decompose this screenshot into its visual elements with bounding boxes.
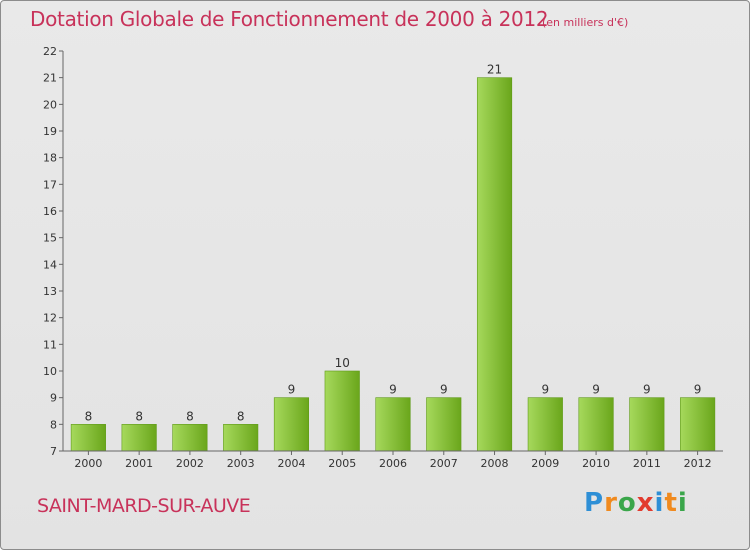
- bar-value-label: 9: [288, 383, 296, 397]
- x-tick-label: 2007: [430, 457, 458, 470]
- y-tick-label: 21: [43, 72, 57, 85]
- x-tick-label: 2000: [74, 457, 102, 470]
- logo-letter: P: [584, 488, 605, 518]
- y-tick-label: 15: [43, 232, 57, 245]
- x-tick-label: 2012: [684, 457, 712, 470]
- bar-value-label: 10: [335, 356, 350, 370]
- x-tick-label: 2002: [176, 457, 204, 470]
- x-tick-label: 2009: [531, 457, 559, 470]
- x-tick-label: 2004: [277, 457, 305, 470]
- x-axis: 2000 2001 2002 2003 2004 2005 2006 2007 2008 2009…: [63, 450, 723, 470]
- bar: [375, 397, 411, 452]
- bar: [527, 397, 563, 452]
- bar-value-label: 9: [440, 383, 448, 397]
- bar-value-label: 21: [487, 63, 502, 77]
- x-tick-label: 2005: [328, 457, 356, 470]
- logo-letter: i: [677, 488, 688, 518]
- y-tick-label: 14: [43, 258, 57, 271]
- bar: [121, 424, 157, 452]
- bar: [223, 424, 259, 452]
- y-tick-label: 22: [43, 45, 57, 58]
- bar: [172, 424, 208, 452]
- x-tick-label: 2003: [227, 457, 255, 470]
- commune-name: SAINT-MARD-SUR-AUVE: [37, 495, 251, 517]
- bar-value-label: 9: [592, 383, 600, 397]
- x-tick-label: 2008: [481, 457, 509, 470]
- y-tick-label: 18: [43, 152, 57, 165]
- bar-value-label: 8: [85, 409, 93, 423]
- logo-letter: t: [664, 488, 678, 518]
- x-tick-label: 2010: [582, 457, 610, 470]
- bar-value-label: 9: [389, 383, 397, 397]
- x-tick-label: 2011: [633, 457, 661, 470]
- bar-value-label: 9: [643, 383, 651, 397]
- y-tick-label: 10: [43, 365, 57, 378]
- bar: [680, 397, 716, 452]
- y-tick-label: 12: [43, 312, 57, 325]
- y-axis: 7 8 9 10 11 12 13 14 15 16 17 18 19 20 21 22: [43, 45, 64, 458]
- chart-title: Dotation Globale de Fonctionnement de 20…: [30, 7, 549, 31]
- bar: [629, 397, 665, 452]
- x-tick-label: 2006: [379, 457, 407, 470]
- bar: [426, 397, 462, 452]
- bar-value-label: 9: [541, 383, 549, 397]
- bar: [324, 370, 360, 452]
- y-tick-label: 13: [43, 285, 57, 298]
- logo-letter: o: [617, 488, 637, 518]
- y-tick-label: 17: [43, 178, 57, 191]
- x-tick-label: 2001: [125, 457, 153, 470]
- logo-letter: x: [636, 488, 655, 518]
- bars: 8 8 8 8 9 10 9 9 21 9 9 9 9: [70, 63, 716, 452]
- y-tick-label: 16: [43, 205, 57, 218]
- y-tick-label: 11: [43, 338, 57, 351]
- bar-value-label: 8: [186, 409, 194, 423]
- y-tick-label: 19: [43, 125, 57, 138]
- y-tick-label: 9: [50, 392, 57, 405]
- bar: [476, 77, 513, 452]
- bar-value-label: 9: [694, 383, 702, 397]
- bar-value-label: 8: [237, 409, 245, 423]
- proxiti-logo: Proxiti: [584, 488, 688, 518]
- logo-letter: i: [654, 488, 665, 518]
- bar: [578, 397, 614, 452]
- y-tick-label: 8: [50, 418, 57, 431]
- logo-letter: r: [604, 488, 618, 518]
- y-tick-label: 20: [43, 98, 57, 111]
- bar-value-label: 8: [135, 409, 143, 423]
- y-tick-label: 7: [50, 445, 57, 458]
- bar: [70, 424, 106, 452]
- chart-subtitle: (en milliers d'€): [542, 16, 629, 29]
- bar: [273, 397, 310, 452]
